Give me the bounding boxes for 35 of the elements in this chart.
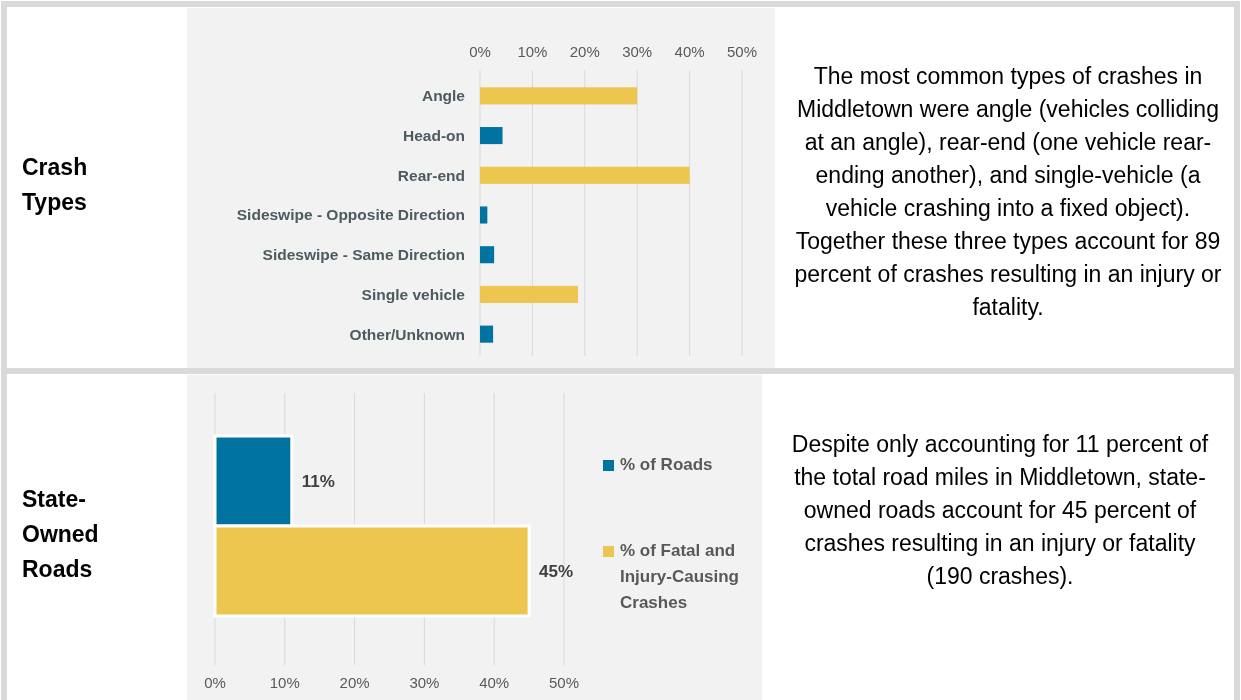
data-label: 45%	[539, 561, 574, 581]
legend-label: % of Roads	[620, 455, 713, 474]
x-tick-label: 0%	[204, 674, 226, 691]
y-tick-label: Rear-end	[397, 166, 465, 184]
x-tick-label: 20%	[569, 43, 600, 60]
x-tick-label: 40%	[479, 674, 510, 691]
y-tick-label: Other/Unknown	[349, 325, 465, 343]
text: Together these three types account for 89 percent of crashes resulting in an injury or fatality.	[794, 228, 1222, 320]
bar	[480, 285, 578, 303]
legend-label: % of Fatal and Injury-Causing Crashes	[620, 541, 740, 612]
x-tick-label: 10%	[517, 43, 548, 60]
text: The most common types of crashes in Middletown were angle (vehicles colliding at an angle), rear-end (one vehicle rear-ending another), and single-vehicle (a vehicle crashing into a fixed object).	[797, 63, 1219, 221]
x-tick-label: 30%	[622, 43, 653, 60]
y-tick-label: Angle	[421, 87, 466, 105]
x-tick-label: 50%	[726, 43, 758, 60]
y-tick-label: Sideswipe - Same Direction	[262, 246, 465, 264]
y-tick-label: Single vehicle	[361, 285, 466, 303]
data-label: 11%	[301, 471, 335, 491]
text: Crash Types	[22, 154, 88, 215]
bar	[480, 127, 503, 145]
bar	[480, 166, 690, 184]
bar	[480, 206, 488, 224]
x-tick-label: 20%	[339, 674, 370, 691]
bar	[480, 87, 638, 105]
text: Despite only accounting for 11 percent of the total road miles in Middletown, state-owned roads account for 45 percent of crashes resulting in an injury or fatality (190 crashes).	[791, 431, 1209, 589]
x-tick-label: 30%	[409, 674, 440, 691]
y-tick-label: Head-on	[403, 127, 465, 144]
x-tick-label: 50%	[548, 674, 580, 691]
text: State-Owned Roads	[22, 486, 99, 582]
y-tick-label: Sideswipe - Opposite Direction	[236, 206, 465, 224]
bar	[480, 325, 494, 343]
bar	[480, 246, 495, 264]
x-tick-label: 0%	[469, 43, 491, 60]
x-tick-label: 40%	[674, 43, 705, 60]
x-tick-label: 10%	[269, 674, 300, 691]
